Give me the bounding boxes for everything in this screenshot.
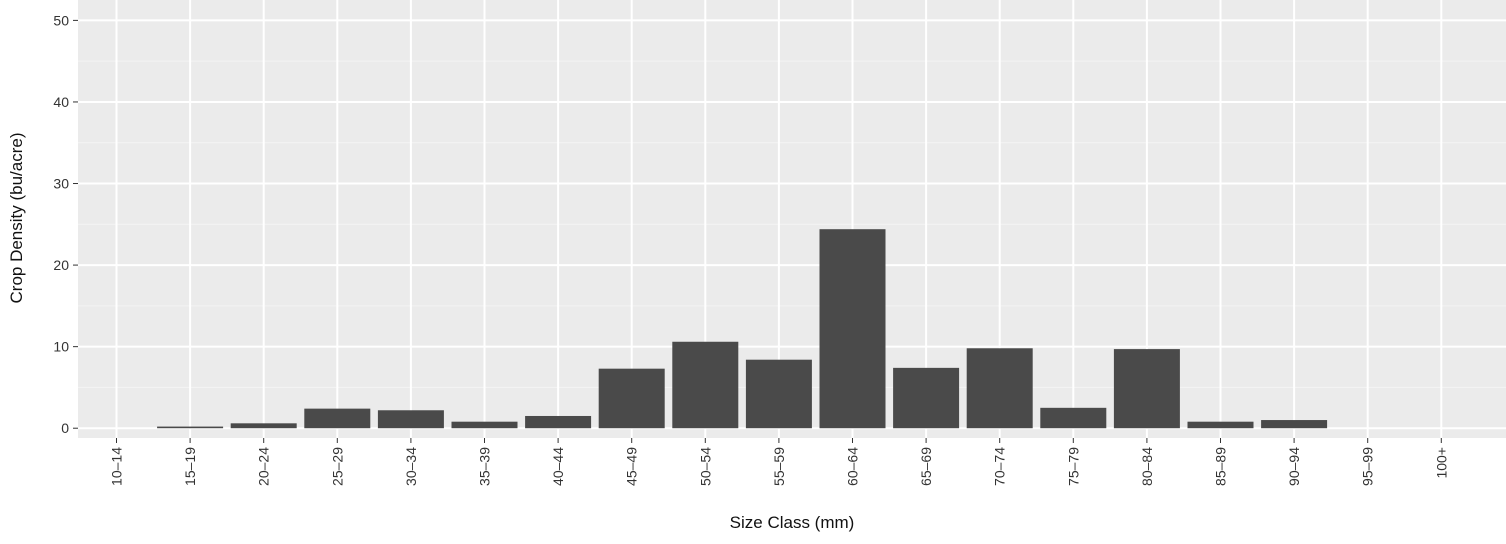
bar-70-74 — [966, 348, 1033, 429]
bar-25-29 — [304, 408, 371, 429]
bar-80-84 — [1113, 349, 1180, 429]
bar-65-69 — [893, 367, 960, 429]
y-tick-label: 40 — [53, 94, 69, 110]
x-tick-label: 85–89 — [1213, 447, 1229, 486]
y-tick-label: 0 — [61, 420, 69, 436]
bar-85-89 — [1187, 421, 1254, 429]
x-axis: 10–14 15–19 20–24 25–29 30–34 35–39 40–44 45–49… — [109, 438, 1449, 486]
x-tick-label: 55–59 — [771, 447, 787, 486]
bar-55-59 — [745, 359, 812, 429]
bar-50-54 — [672, 341, 739, 429]
bar-45-49 — [598, 368, 665, 429]
x-tick-label: 50–54 — [697, 447, 713, 486]
y-axis: 0 10 20 30 40 50 — [53, 12, 78, 436]
bar-15-19 — [157, 426, 224, 429]
x-tick-label: 40–44 — [550, 447, 566, 486]
bar-30-34 — [377, 410, 444, 429]
x-tick-label: 70–74 — [992, 447, 1008, 486]
bar-40-44 — [525, 415, 592, 429]
x-tick-label: 100+ — [1433, 447, 1449, 479]
y-tick-label: 30 — [53, 176, 69, 192]
x-tick-label: 95–99 — [1360, 447, 1376, 486]
bar-90-94 — [1261, 420, 1328, 429]
x-tick-label: 45–49 — [624, 447, 640, 486]
x-tick-label: 20–24 — [256, 447, 272, 486]
y-tick-label: 50 — [53, 12, 69, 28]
bar-60-64 — [819, 229, 886, 429]
x-tick-label: 80–84 — [1139, 447, 1155, 486]
x-tick-label: 60–64 — [845, 447, 861, 486]
bar-35-39 — [451, 421, 518, 429]
bar-75-79 — [1040, 407, 1107, 429]
x-tick-label: 25–29 — [329, 447, 345, 486]
y-tick-label: 20 — [53, 257, 69, 273]
bar-20-24 — [230, 423, 297, 429]
x-tick-label: 10–14 — [109, 447, 125, 486]
x-tick-label: 65–69 — [918, 447, 934, 486]
y-axis-title: Crop Density (bu/acre) — [7, 132, 26, 303]
y-tick-label: 10 — [53, 339, 69, 355]
x-tick-label: 75–79 — [1065, 447, 1081, 486]
x-axis-title: Size Class (mm) — [730, 513, 855, 532]
x-tick-label: 90–94 — [1286, 447, 1302, 486]
x-tick-label: 15–19 — [182, 447, 198, 486]
minor-gridlines — [78, 60, 1506, 388]
x-tick-label: 30–34 — [403, 447, 419, 486]
bars — [157, 229, 1328, 429]
x-tick-label: 35–39 — [477, 447, 493, 486]
